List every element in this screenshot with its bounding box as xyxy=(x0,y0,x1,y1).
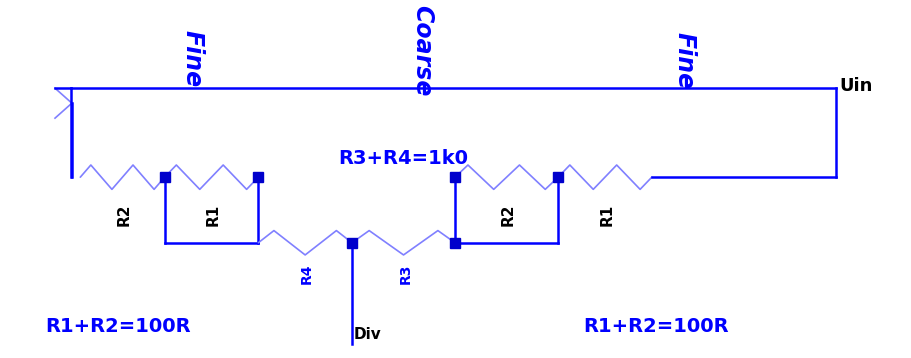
Text: Fine: Fine xyxy=(180,30,204,87)
Text: R2: R2 xyxy=(117,203,132,226)
Text: R3: R3 xyxy=(398,263,412,284)
Text: Fine: Fine xyxy=(672,32,696,89)
Text: R4: R4 xyxy=(300,263,313,284)
Text: R1+R2=100R: R1+R2=100R xyxy=(45,317,190,336)
Text: Coarse: Coarse xyxy=(410,5,434,96)
Text: R1: R1 xyxy=(206,203,220,226)
Text: R1+R2=100R: R1+R2=100R xyxy=(583,317,729,336)
Text: Div: Div xyxy=(353,327,381,342)
Text: R2: R2 xyxy=(500,203,516,226)
Text: Uin: Uin xyxy=(838,77,872,95)
Text: R1: R1 xyxy=(599,203,614,226)
Text: R3+R4=1k0: R3+R4=1k0 xyxy=(338,149,468,168)
